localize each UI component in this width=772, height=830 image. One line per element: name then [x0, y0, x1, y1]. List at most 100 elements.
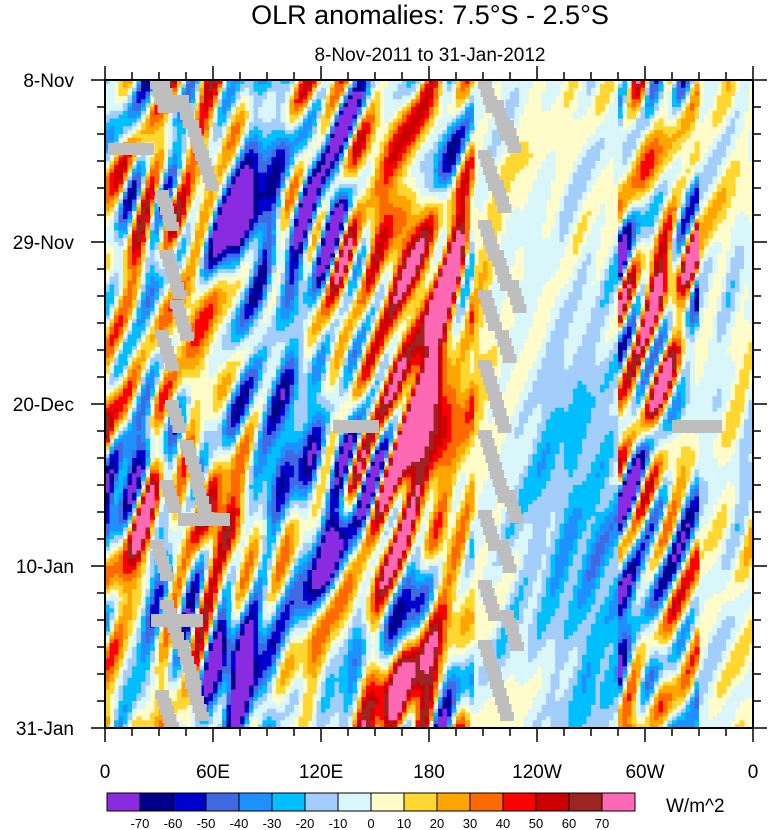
field-cell: [640, 141, 646, 147]
field-cell: [541, 161, 556, 166]
field-cell: [114, 245, 124, 251]
field-cell: [370, 311, 376, 316]
field-cell: [699, 161, 709, 166]
field-cell: [195, 203, 201, 208]
field-cell: [276, 303, 282, 309]
field-cell: [105, 118, 111, 124]
field-cell: [226, 292, 237, 297]
field-cell: [708, 157, 723, 162]
field-cell: [735, 292, 745, 297]
field-cell: [483, 134, 493, 139]
field-cell: [393, 280, 399, 286]
field-cell: [114, 299, 120, 305]
field-cell: [388, 238, 394, 243]
field-cell: [132, 288, 138, 293]
field-cell: [195, 276, 201, 282]
field-cell: [276, 191, 282, 197]
field-cell: [676, 249, 682, 255]
field-cell: [577, 153, 588, 158]
field-cell: [357, 222, 363, 228]
field-cell: [186, 80, 192, 85]
field-cell: [406, 83, 412, 89]
field-cell: [402, 296, 408, 301]
field-cell: [411, 288, 417, 293]
field-cell: [640, 315, 646, 320]
field-cell: [397, 269, 403, 274]
field-cell: [577, 91, 588, 97]
field-cell: [307, 145, 313, 151]
field-cell: [267, 188, 277, 193]
field-cell: [420, 83, 426, 89]
field-cell: [217, 172, 223, 178]
field-cell: [321, 145, 327, 151]
field-cell: [289, 257, 295, 262]
field-cell: [118, 87, 129, 93]
field-cell: [474, 114, 484, 120]
field-cell: [667, 292, 678, 297]
field-cell: [699, 265, 705, 270]
field-cell: [330, 130, 336, 135]
field-cell: [244, 311, 255, 316]
field-cell: [645, 137, 655, 143]
field-cell: [564, 199, 579, 205]
field-cell: [267, 87, 291, 93]
field-cell: [438, 149, 444, 154]
field-cell: [676, 257, 682, 262]
field-cell: [366, 91, 372, 97]
field-cell: [280, 288, 286, 293]
field-cell: [465, 141, 471, 147]
field-cell: [253, 230, 259, 235]
field-cell: [361, 99, 367, 104]
field-cell: [141, 280, 147, 286]
field-cell: [222, 184, 228, 189]
field-cell: [190, 311, 196, 316]
field-cell: [352, 303, 358, 309]
field-cell: [681, 199, 687, 205]
field-cell: [726, 296, 732, 301]
field-cell: [334, 242, 340, 247]
field-cell: [636, 234, 651, 239]
field-cell: [123, 269, 129, 274]
field-cell: [136, 207, 142, 212]
field-cell: [298, 222, 309, 228]
field-cell: [118, 184, 124, 189]
field-cell: [357, 245, 363, 251]
field-cell: [397, 87, 417, 93]
field-cell: [690, 103, 696, 108]
field-cell: [690, 296, 696, 301]
field-cell: [370, 107, 376, 112]
field-cell: [132, 107, 142, 112]
field-cell: [231, 145, 237, 151]
field-cell: [325, 238, 336, 243]
field-cell: [208, 141, 223, 147]
field-cell: [510, 118, 520, 124]
field-cell: [438, 272, 444, 278]
field-cell: [141, 195, 147, 201]
field-cell: [285, 126, 295, 131]
field-cell: [222, 311, 228, 316]
field-cell: [231, 172, 237, 178]
field-cell: [681, 122, 691, 127]
field-cell: [370, 226, 376, 232]
field-cell: [442, 253, 448, 259]
field-cell: [658, 83, 664, 89]
field-cell: [352, 149, 363, 154]
field-cell: [433, 276, 439, 282]
field-cell: [559, 203, 565, 208]
field-cell: [573, 280, 588, 286]
field-cell: [352, 257, 358, 262]
field-cell: [658, 207, 664, 212]
field-cell: [591, 257, 597, 262]
field-cell: [132, 180, 138, 185]
field-cell: [658, 164, 664, 170]
field-cell: [105, 199, 111, 205]
field-cell: [190, 176, 196, 181]
field-cell: [564, 95, 574, 100]
field-cell: [370, 296, 376, 301]
field-cell: [663, 299, 669, 305]
field-cell: [316, 296, 322, 301]
field-cell: [357, 296, 363, 301]
field-cell: [177, 126, 187, 131]
field-cell: [298, 153, 304, 158]
field-cell: [213, 242, 241, 247]
